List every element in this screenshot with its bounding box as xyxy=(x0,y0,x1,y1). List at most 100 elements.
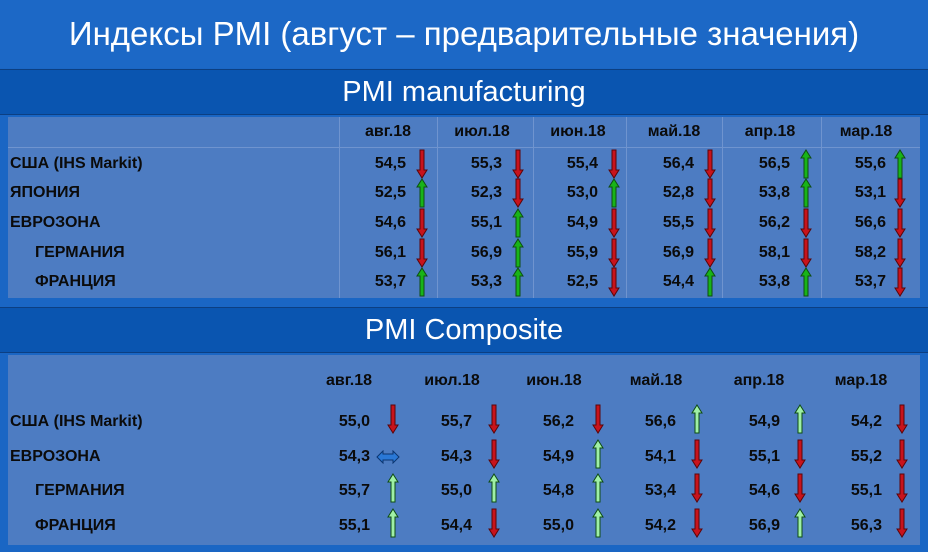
arrow-down-icon xyxy=(592,404,604,439)
arrow-up-icon xyxy=(512,267,524,302)
arrow-down-icon xyxy=(896,473,908,508)
arrow-down-icon xyxy=(416,208,428,243)
arrow-down-icon xyxy=(704,238,716,273)
arrow-down-icon xyxy=(704,208,716,243)
composite-table: авг.18 июл.18 июн.18 май.18 апр.18 мар.18 США … xyxy=(8,355,920,545)
value-cell: 55,1 xyxy=(748,448,780,465)
arrow-up-icon xyxy=(608,178,620,213)
arrow-up-icon xyxy=(800,267,812,302)
value-cell: 55,3 xyxy=(470,155,502,172)
value-cell: 55,0 xyxy=(338,413,370,430)
arrow-down-icon xyxy=(512,178,524,213)
column-header: июн.18 xyxy=(526,372,582,389)
value-cell: 54,5 xyxy=(374,155,406,172)
value-cell: 54,4 xyxy=(440,517,472,534)
arrow-down-icon xyxy=(704,178,716,213)
value-cell: 56,6 xyxy=(644,413,676,430)
arrow-down-icon xyxy=(896,439,908,474)
value-cell: 56,1 xyxy=(374,244,406,261)
value-cell: 54,3 xyxy=(338,448,370,465)
value-cell: 56,9 xyxy=(662,244,694,261)
arrow-up-icon xyxy=(592,439,604,474)
section-heading-manufacturing: PMI manufacturing xyxy=(0,69,928,115)
value-cell: 55,6 xyxy=(854,155,886,172)
column-header: июн.18 xyxy=(550,123,606,140)
column-header: авг.18 xyxy=(325,372,373,389)
arrow-down-icon xyxy=(894,178,906,213)
column-header: мар.18 xyxy=(839,123,893,140)
arrow-down-icon xyxy=(488,404,500,439)
arrow-down-icon xyxy=(608,267,620,302)
section-heading-composite: PMI Composite xyxy=(0,307,928,353)
row-label: ГЕРМАНИЯ xyxy=(35,482,125,499)
value-cell: 54,6 xyxy=(748,482,780,499)
row-label: ФРАНЦИЯ xyxy=(35,517,116,534)
arrow-down-icon xyxy=(608,208,620,243)
value-cell: 56,6 xyxy=(854,214,886,231)
row-label: США (IHS Markit) xyxy=(10,155,143,172)
value-cell: 53,4 xyxy=(644,482,676,499)
arrow-down-icon xyxy=(691,439,703,474)
arrow-down-icon xyxy=(512,149,524,184)
row-label: ФРАНЦИЯ xyxy=(35,273,116,290)
column-header: май.18 xyxy=(647,123,701,140)
value-cell: 54,4 xyxy=(662,273,694,290)
arrow-up-icon xyxy=(416,267,428,302)
value-cell: 55,1 xyxy=(338,517,370,534)
row-label: США (IHS Markit) xyxy=(10,413,143,430)
value-cell: 53,8 xyxy=(758,184,790,201)
value-cell: 53,1 xyxy=(854,184,886,201)
value-cell: 56,5 xyxy=(758,155,790,172)
arrow-up-icon xyxy=(416,178,428,213)
arrow-down-icon xyxy=(704,149,716,184)
value-cell: 54,2 xyxy=(850,413,882,430)
value-cell: 55,0 xyxy=(542,517,574,534)
arrow-up-icon xyxy=(691,404,703,439)
value-cell: 55,9 xyxy=(566,244,598,261)
column-header: апр.18 xyxy=(744,123,796,140)
row-label: ГЕРМАНИЯ xyxy=(35,244,125,261)
arrow-down-icon xyxy=(894,267,906,302)
arrow-down-icon xyxy=(416,238,428,273)
grid-line xyxy=(626,117,627,298)
value-cell: 54,3 xyxy=(440,448,472,465)
column-header: июл.18 xyxy=(424,372,480,389)
arrow-up-icon xyxy=(512,238,524,273)
row-label: ЯПОНИЯ xyxy=(10,184,80,201)
arrow-down-icon xyxy=(896,404,908,439)
value-cell: 54,8 xyxy=(542,482,574,499)
page-title: Индексы PMI (август – предварительные зн… xyxy=(0,0,928,68)
grid-line xyxy=(821,117,822,298)
value-cell: 54,6 xyxy=(374,214,406,231)
grid-line xyxy=(8,147,920,148)
arrow-up-icon xyxy=(794,508,806,543)
value-cell: 53,7 xyxy=(374,273,406,290)
value-cell: 53,7 xyxy=(854,273,886,290)
grid-line xyxy=(437,117,438,298)
value-cell: 53,8 xyxy=(758,273,790,290)
arrow-up-icon xyxy=(800,178,812,213)
value-cell: 55,1 xyxy=(470,214,502,231)
value-cell: 54,1 xyxy=(644,448,676,465)
value-cell: 53,3 xyxy=(470,273,502,290)
arrow-down-icon xyxy=(800,238,812,273)
arrow-up-icon xyxy=(592,508,604,543)
arrow-up-icon xyxy=(387,473,399,508)
arrow-down-icon xyxy=(894,208,906,243)
manufacturing-table: авг.18 июл.18 июн.18 май.18 апр.18 мар.18 США … xyxy=(8,117,920,298)
row-label: ЕВРОЗОНА xyxy=(10,448,101,465)
value-cell: 55,4 xyxy=(566,155,598,172)
column-header: мар.18 xyxy=(834,372,888,389)
value-cell: 56,2 xyxy=(542,413,574,430)
arrow-up-icon xyxy=(592,473,604,508)
value-cell: 55,5 xyxy=(662,214,694,231)
arrow-down-icon xyxy=(894,238,906,273)
arrow-down-icon xyxy=(691,473,703,508)
value-cell: 56,9 xyxy=(748,517,780,534)
value-cell: 55,7 xyxy=(338,482,370,499)
arrow-up-icon xyxy=(704,267,716,302)
arrow-up-icon xyxy=(387,508,399,543)
value-cell: 55,1 xyxy=(850,482,882,499)
row-label: ЕВРОЗОНА xyxy=(10,214,101,231)
value-cell: 55,0 xyxy=(440,482,472,499)
